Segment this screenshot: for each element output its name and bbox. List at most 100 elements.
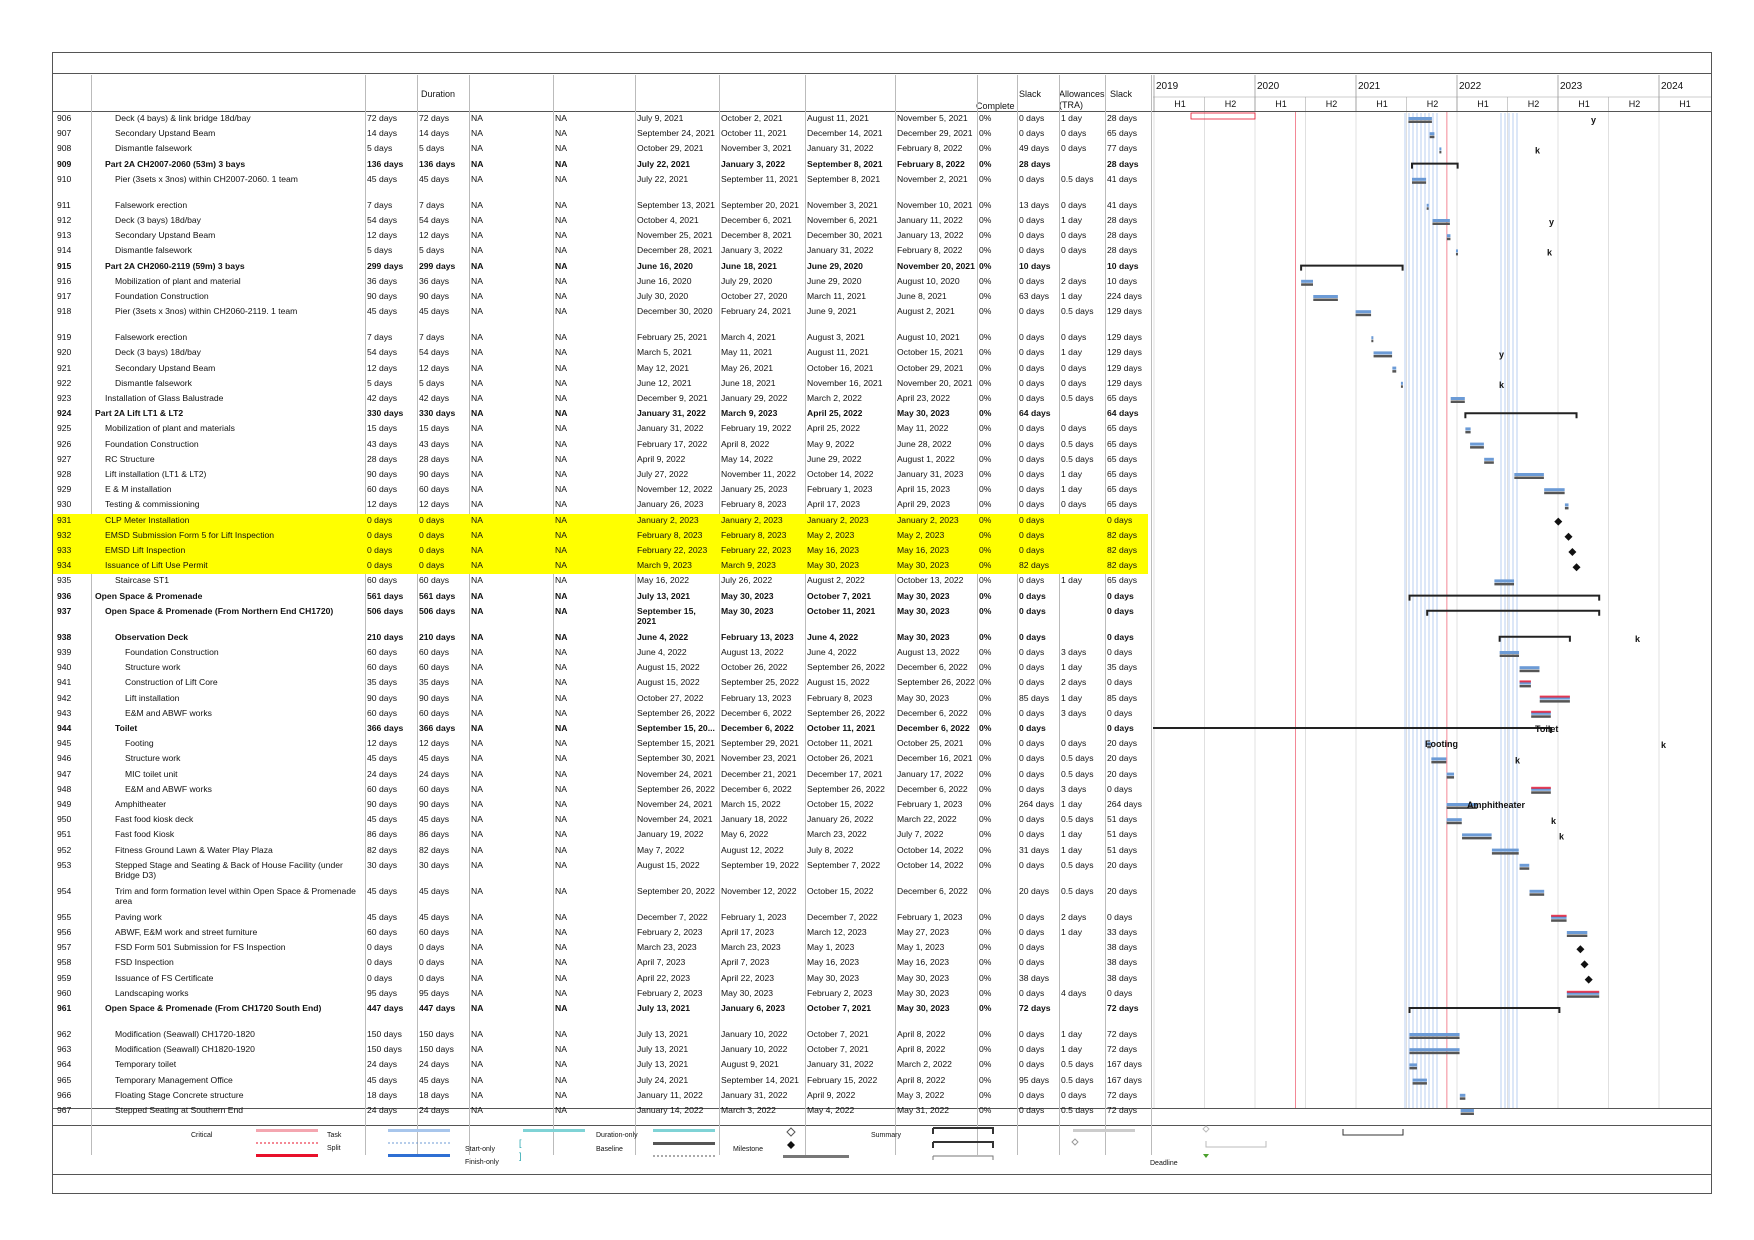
task-row[interactable]: 945 Footing 12 days 12 days NA NA September 15… — [53, 737, 1148, 752]
task-row[interactable]: 912 Deck (3 bays) 18d/bay 54 days 54 days NA… — [53, 214, 1148, 229]
late-start: October 14, 2022 — [807, 469, 874, 479]
task-row[interactable]: 926 Foundation Construction 43 days 43 days… — [53, 438, 1148, 453]
task-row[interactable]: 909 Part 2A CH2007-2060 (53m) 3 bays 136 d… — [53, 158, 1148, 173]
finish-date: December 8, 2021 — [721, 230, 792, 241]
late-finish: November 10, 2021 — [897, 199, 973, 210]
gantt-bar-label: Toilet — [1535, 724, 1558, 734]
task-row[interactable]: 916 Mobilization of plant and material 36 … — [53, 275, 1148, 290]
na-col-1: NA — [471, 291, 483, 301]
percent-complete: 0% — [979, 408, 992, 419]
allowances: 3 days — [1061, 647, 1087, 657]
col-header-duration[interactable]: Duration — [421, 89, 456, 99]
task-row[interactable]: 920 Deck (3 bays) 18d/bay 54 days 54 days NA… — [53, 346, 1148, 361]
task-row[interactable]: 947 MIC toilet unit 24 days 24 days NA NA Nove… — [53, 768, 1148, 783]
task-name: Foundation Construction — [125, 647, 219, 657]
late-finish: April 15, 2023 — [897, 484, 951, 495]
task-row[interactable]: 915 Part 2A CH2060-2119 (59m) 3 bays 299 d… — [53, 260, 1148, 275]
task-row[interactable]: 931 CLP Meter Installation 0 days 0 days NA N… — [53, 513, 1148, 529]
duration-2: 0 days — [419, 529, 445, 540]
task-row[interactable]: 959 Issuance of FS Certificate 0 days 0 day… — [53, 972, 1148, 987]
task-row[interactable]: 942 Lift installation 90 days 90 days NA NA Oc… — [53, 692, 1148, 707]
percent-complete: 0% — [979, 1059, 992, 1070]
task-row[interactable]: 967 Stepped Seating at Southern End 24 day… — [53, 1104, 1148, 1119]
task-row[interactable]: 910 Pier (3sets x 3nos) within CH2007-206… — [53, 173, 1148, 199]
task-row[interactable]: 962 Modification (Seawall) CH1720-1820 150… — [53, 1028, 1148, 1043]
task-row[interactable]: 936 Open Space & Promenade 561 days 561 day… — [53, 590, 1148, 605]
percent-complete: 0% — [979, 768, 992, 779]
task-row[interactable]: 954 Trim and form formation level within … — [53, 885, 1148, 911]
task-row[interactable]: 958 FSD Inspection 0 days 0 days NA NA April 7… — [53, 956, 1148, 971]
task-row[interactable]: 953 Stepped Stage and Seating & Back of H… — [53, 859, 1148, 885]
task-bar — [1470, 442, 1484, 446]
late-finish: February 1, 2023 — [897, 799, 963, 809]
finish-date: May 11, 2021 — [721, 347, 773, 358]
task-row[interactable]: 937 Open Space & Promenade (From Northern… — [53, 605, 1148, 631]
task-row[interactable]: 914 Dismantle falsework 5 days 5 days NA NA De… — [53, 244, 1148, 259]
task-row[interactable]: 933 EMSD Lift Inspection 0 days 0 days NA NA F… — [53, 544, 1148, 560]
task-row[interactable]: 913 Secondary Upstand Beam 12 days 12 days N… — [53, 229, 1148, 244]
col-header-complete[interactable]: Complete — [976, 101, 1015, 111]
task-row[interactable]: 949 Amphitheater 90 days 90 days NA NA Novembe… — [53, 798, 1148, 813]
late-start: May 2, 2023 — [807, 529, 855, 540]
slack: 49 days — [1019, 143, 1050, 154]
late-finish: May 31, 2022 — [897, 1105, 950, 1115]
row-id: 967 — [57, 1105, 72, 1115]
task-row[interactable]: 921 Secondary Upstand Beam 12 days 12 days N… — [53, 362, 1148, 377]
legend-inner-rule — [53, 1125, 1711, 1126]
task-row[interactable]: 948 E&M and ABWF works 60 days 60 days NA NA S… — [53, 783, 1148, 798]
task-name: Deck (4 bays) & link bridge 18d/bay — [115, 113, 251, 123]
task-row[interactable]: 952 Fitness Ground Lawn & Water Play Plaz… — [53, 844, 1148, 859]
task-row[interactable]: 927 RC Structure 28 days 28 days NA NA April 9… — [53, 453, 1148, 468]
task-row[interactable]: 951 Fast food Kiosk 86 days 86 days NA NA Janu… — [53, 828, 1148, 843]
task-row[interactable]: 918 Pier (3sets x 3nos) within CH2060-211… — [53, 305, 1148, 331]
slack: 0 days — [1019, 484, 1045, 495]
task-row[interactable]: 934 Issuance of Lift Use Permit 0 days 0 da… — [53, 559, 1148, 575]
task-row[interactable]: 919 Falsework erection 7 days 7 days NA NA Feb… — [53, 331, 1148, 346]
col-header-allowances[interactable]: Allowances (TRA) — [1059, 89, 1105, 110]
task-row[interactable]: 935 Staircase ST1 60 days 60 days NA NA May 16… — [53, 574, 1148, 589]
task-row[interactable]: 940 Structure work 60 days 60 days NA NA Augus… — [53, 661, 1148, 676]
task-row[interactable]: 963 Modification (Seawall) CH1820-1920 150… — [53, 1043, 1148, 1058]
task-row[interactable]: 950 Fast food kiosk deck 45 days 45 days NA N… — [53, 813, 1148, 828]
task-bar — [1412, 1078, 1427, 1082]
baseline-bar — [1313, 298, 1338, 301]
task-row[interactable]: 911 Falsework erection 7 days 7 days NA NA Sep… — [53, 199, 1148, 214]
col-header-total-slack[interactable]: Slack — [1110, 89, 1133, 99]
task-row[interactable]: 922 Dismantle falsework 5 days 5 days NA NA Ju… — [53, 377, 1148, 392]
task-row[interactable]: 930 Testing & commissioning 12 days 12 days… — [53, 498, 1148, 513]
task-row[interactable]: 924 Part 2A Lift LT1 & LT2 330 days 330 day… — [53, 407, 1148, 422]
duration-2: 43 days — [419, 438, 450, 449]
na-col-1: NA — [471, 453, 483, 464]
timescale-half: H2 — [1225, 99, 1237, 109]
late-start: April 17, 2023 — [807, 499, 861, 510]
task-row[interactable]: 955 Paving work 45 days 45 days NA NA December… — [53, 911, 1148, 926]
task-row[interactable]: 960 Landscaping works 95 days 95 days NA NA Fe… — [53, 987, 1148, 1002]
task-row[interactable]: 938 Observation Deck 210 days 210 days NA NA J… — [53, 631, 1148, 646]
task-row[interactable]: 929 E & M installation 60 days 60 days NA NA N… — [53, 483, 1148, 498]
task-row[interactable]: 964 Temporary toilet 24 days 24 days NA NA Jul… — [53, 1058, 1148, 1073]
task-row[interactable]: 941 Construction of Lift Core 35 days 35 da… — [53, 676, 1148, 691]
task-row[interactable]: 917 Foundation Construction 90 days 90 days… — [53, 290, 1148, 305]
col-header-slack[interactable]: Slack — [1019, 89, 1042, 99]
duration: 0 days — [367, 514, 393, 525]
task-row[interactable]: 965 Temporary Management Office 45 days 45 … — [53, 1074, 1148, 1089]
task-row[interactable]: 939 Foundation Construction 60 days 60 days… — [53, 646, 1148, 661]
task-row[interactable]: 966 Floating Stage Concrete structure 18 d… — [53, 1089, 1148, 1104]
task-row[interactable]: 944 Toilet 366 days 366 days NA NA September 1… — [53, 722, 1148, 737]
task-row[interactable]: 907 Secondary Upstand Beam 14 days 14 days N… — [53, 127, 1148, 142]
task-row[interactable]: 957 FSD Form 501 Submission for FS Inspec… — [53, 941, 1148, 956]
start-date: June 12, 2021 — [637, 377, 692, 388]
task-row[interactable]: 932 EMSD Submission Form 5 for Lift Inspe… — [53, 528, 1148, 544]
percent-complete: 0% — [979, 1044, 992, 1055]
task-row[interactable]: 908 Dismantle falsework 5 days 5 days NA NA Oc… — [53, 142, 1148, 157]
task-row[interactable]: 943 E&M and ABWF works 60 days 60 days NA NA S… — [53, 707, 1148, 722]
task-row[interactable]: 946 Structure work 45 days 45 days NA NA Septe… — [53, 752, 1148, 767]
task-row[interactable]: 928 Lift installation (LT1 & LT2) 90 days 9… — [53, 468, 1148, 483]
task-row[interactable]: 961 Open Space & Promenade (From CH1720 S… — [53, 1002, 1148, 1028]
task-row[interactable]: 906 Deck (4 bays) & link bridge 18d/bay 72… — [53, 112, 1148, 127]
task-row[interactable]: 925 Mobilization of plant and materials 15… — [53, 422, 1148, 437]
task-row[interactable]: 956 ABWF, E&M work and street furniture 60… — [53, 926, 1148, 941]
task-row[interactable]: 923 Installation of Glass Balustrade 42 da… — [53, 392, 1148, 407]
summary-bar — [1300, 264, 1404, 271]
task-bar — [1465, 427, 1471, 431]
